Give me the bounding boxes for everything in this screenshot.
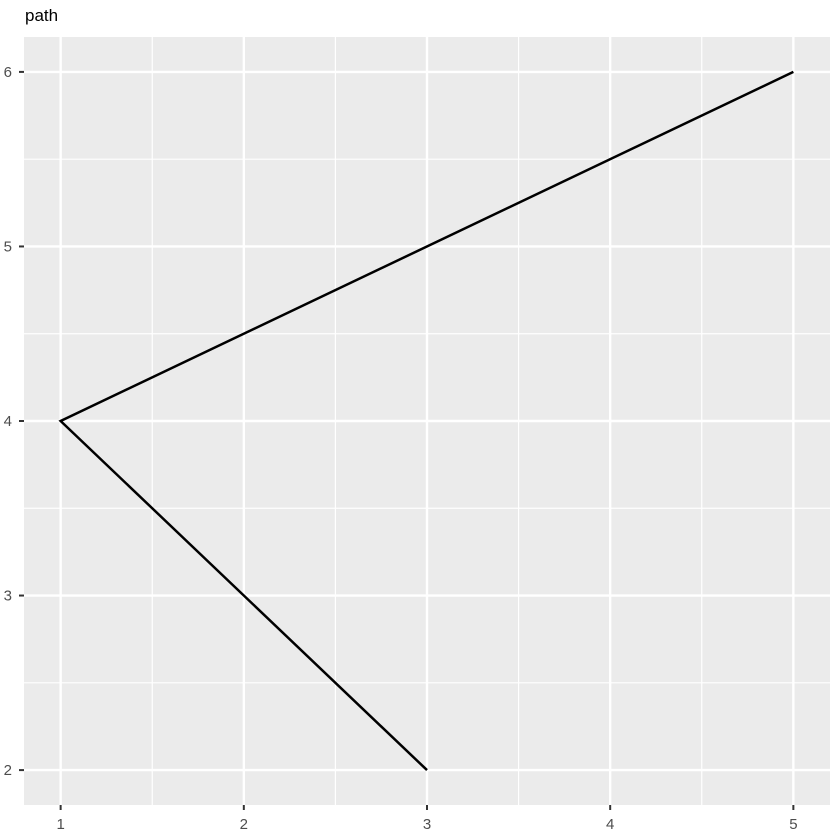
- x-tick-label: 2: [240, 816, 248, 833]
- y-tick-label: 4: [4, 413, 12, 430]
- x-tick-label: 1: [56, 816, 64, 833]
- y-tick-label: 6: [4, 64, 12, 81]
- x-tick-label: 5: [789, 816, 797, 833]
- y-tick-label: 5: [4, 238, 12, 255]
- data-path-line: [58, 70, 794, 771]
- y-tick-label: 2: [4, 762, 12, 779]
- x-tick-label: 3: [423, 816, 431, 833]
- y-tick-label: 3: [4, 588, 12, 605]
- chart-title: path: [25, 6, 59, 25]
- x-tick-label: 4: [606, 816, 614, 833]
